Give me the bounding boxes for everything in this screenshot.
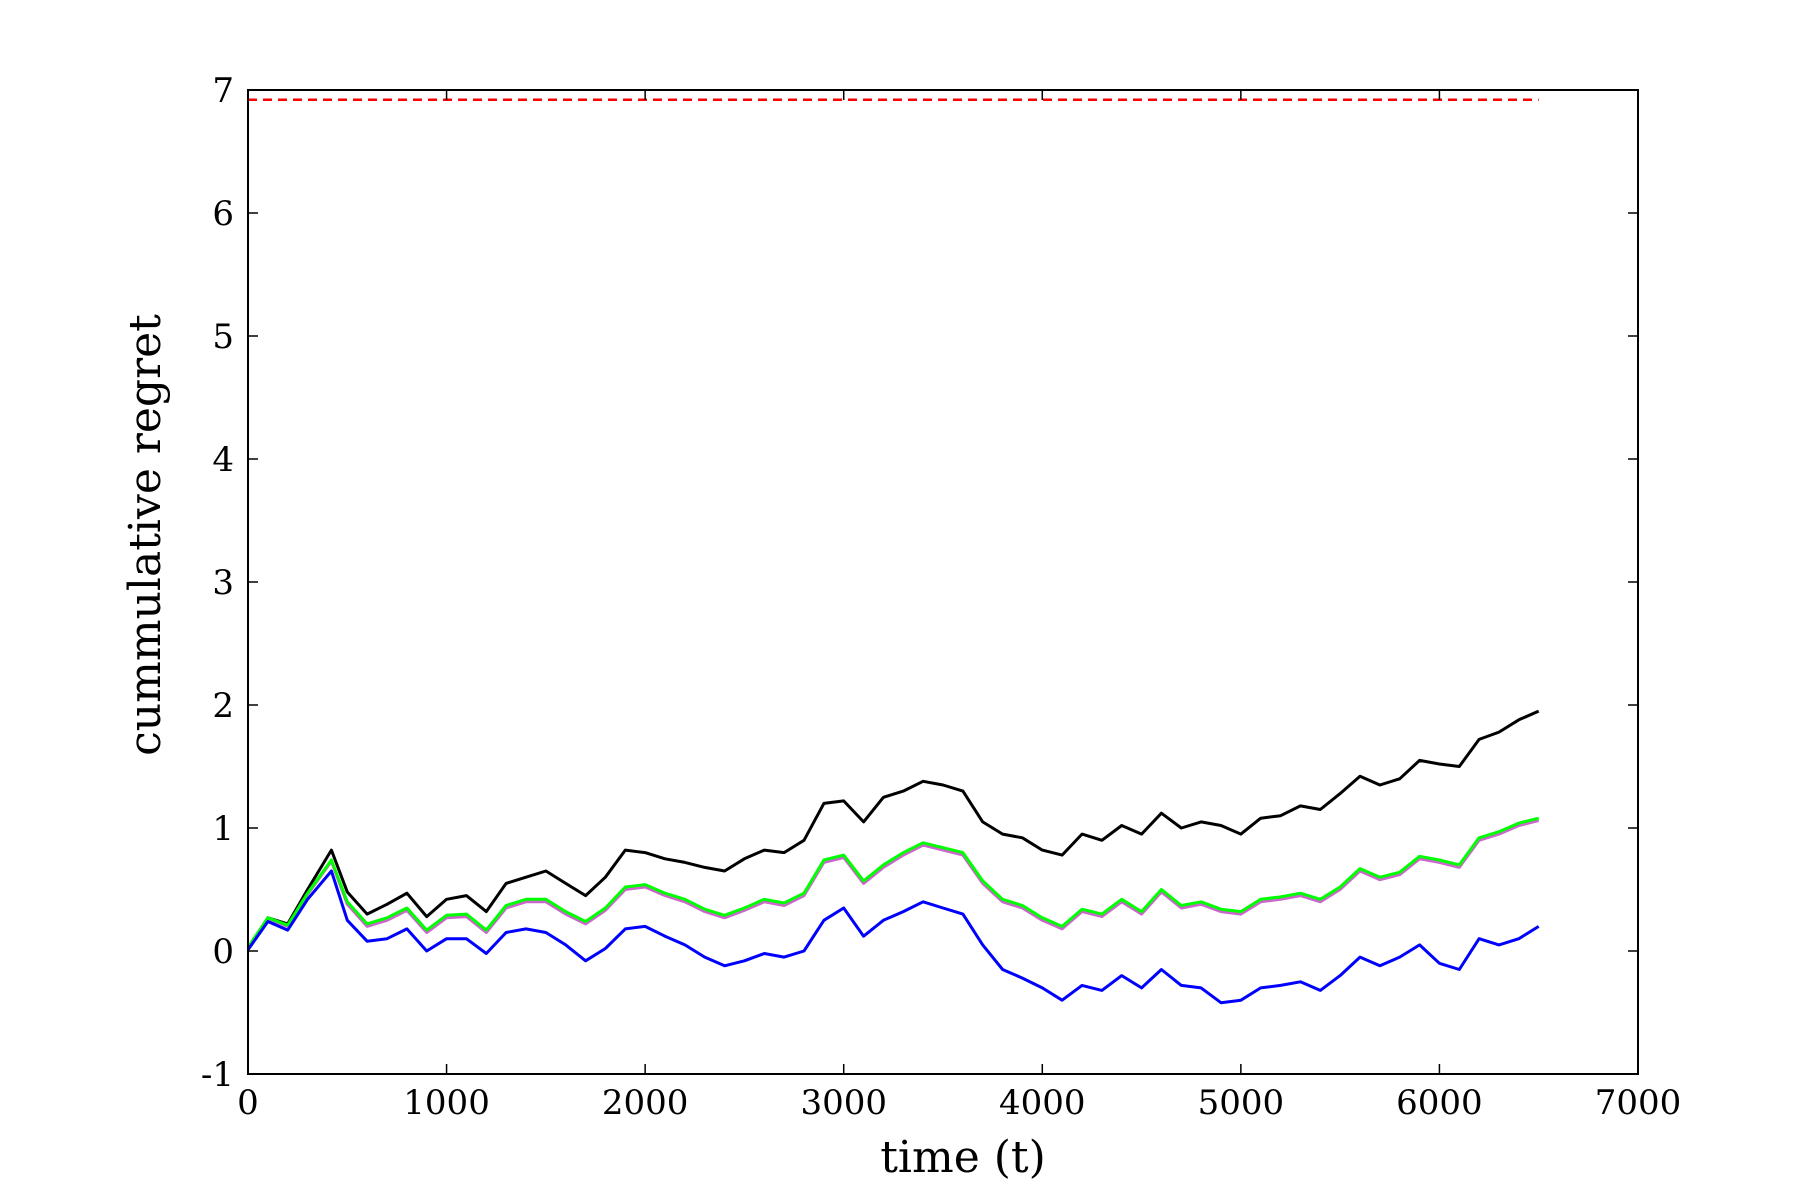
- plot-frame: [247, 89, 1639, 1075]
- y-tick-label: -1: [201, 1055, 234, 1095]
- y-tick-label: 2: [212, 686, 234, 726]
- y-tick-label: 5: [212, 317, 234, 357]
- y-tick-label: 0: [212, 932, 234, 972]
- y-tick-label: 1: [212, 809, 234, 849]
- x-tick-label: 1000: [403, 1083, 490, 1123]
- y-tick-label: 3: [212, 563, 234, 603]
- x-tick-label: 6000: [1396, 1083, 1483, 1123]
- series-line-1: [246, 709, 1540, 950]
- series-line-2: [246, 819, 1540, 950]
- y-tick-label: 6: [212, 194, 234, 234]
- y-axis-label: cummulative regret: [120, 314, 171, 756]
- x-tick-label: 0: [237, 1083, 259, 1123]
- x-axis-label: time (t): [880, 1132, 1046, 1183]
- series-line-3: [246, 816, 1540, 949]
- x-tick-label: 3000: [800, 1083, 887, 1123]
- y-tick-label: 4: [212, 440, 234, 480]
- x-tick-label: 2000: [602, 1083, 689, 1123]
- series-line-4: [246, 869, 1540, 1005]
- series-layer: [246, 98, 1540, 1005]
- y-tick-label: 7: [212, 71, 234, 111]
- x-tick-label: 4000: [999, 1083, 1086, 1123]
- x-tick-label: 5000: [1198, 1083, 1285, 1123]
- x-tick-label: 7000: [1595, 1083, 1682, 1123]
